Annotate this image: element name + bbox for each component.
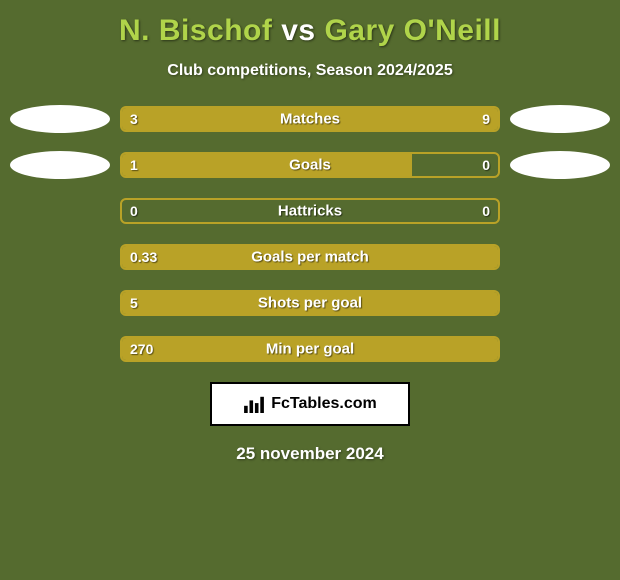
stat-row: 0.33 Goals per match	[0, 244, 620, 270]
date-line: 25 november 2024	[0, 444, 620, 464]
vs-text: vs	[281, 14, 315, 47]
stat-bar: 0 0 Hattricks	[120, 198, 500, 224]
stat-row: 0 0 Hattricks	[0, 198, 620, 224]
player2-badge	[510, 105, 610, 133]
stat-label: Min per goal	[266, 341, 354, 358]
stat-left-value: 5	[130, 295, 138, 311]
player2-name: Gary O'Neill	[324, 14, 501, 47]
stat-left-value: 3	[130, 111, 138, 127]
stat-label: Hattricks	[278, 203, 342, 220]
stat-bar: 1 0 Goals	[120, 152, 500, 178]
left-badge-slot	[0, 151, 120, 179]
stat-left-value: 270	[130, 341, 153, 357]
stat-right-value: 0	[482, 203, 490, 219]
stats-rows: 3 9 Matches 1 0 Goals 0 0 Hattricks 0.33 Goals per…	[0, 106, 620, 362]
stat-bar: 270 Min per goal	[120, 336, 500, 362]
stat-label: Goals	[289, 157, 331, 174]
stat-left-value: 1	[130, 157, 138, 173]
stat-row: 1 0 Goals	[0, 152, 620, 178]
stat-bar: 3 9 Matches	[120, 106, 500, 132]
page-title: N. Bischof vs Gary O'Neill	[0, 14, 620, 48]
stat-label: Shots per goal	[258, 295, 362, 312]
stat-bar: 5 Shots per goal	[120, 290, 500, 316]
logo-box[interactable]: FcTables.com	[210, 382, 410, 426]
stat-left-value: 0	[130, 203, 138, 219]
stat-label: Matches	[280, 111, 340, 128]
stat-row: 3 9 Matches	[0, 106, 620, 132]
stat-row: 270 Min per goal	[0, 336, 620, 362]
bar-left-fill	[122, 154, 412, 176]
player1-badge	[10, 105, 110, 133]
left-badge-slot	[0, 105, 120, 133]
right-badge-slot	[500, 151, 620, 179]
logo-text: FcTables.com	[271, 395, 377, 413]
player1-badge	[10, 151, 110, 179]
stat-right-value: 0	[482, 157, 490, 173]
stat-left-value: 0.33	[130, 249, 157, 265]
stat-bar: 0.33 Goals per match	[120, 244, 500, 270]
stat-right-value: 9	[482, 111, 490, 127]
subtitle: Club competitions, Season 2024/2025	[0, 62, 620, 80]
stat-label: Goals per match	[251, 249, 369, 266]
player2-badge	[510, 151, 610, 179]
player1-name: N. Bischof	[119, 14, 272, 47]
comparison-card: N. Bischof vs Gary O'Neill Club competit…	[0, 0, 620, 464]
right-badge-slot	[500, 105, 620, 133]
bars-icon	[243, 395, 265, 413]
stat-row: 5 Shots per goal	[0, 290, 620, 316]
bar-right-fill	[216, 108, 498, 130]
